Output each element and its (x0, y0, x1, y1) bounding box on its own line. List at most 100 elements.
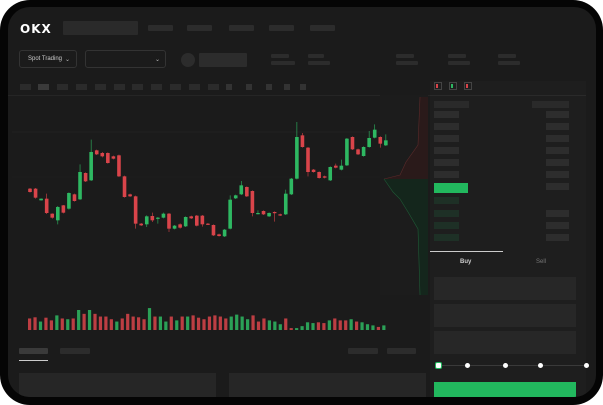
chart-tool-button[interactable] (132, 84, 143, 90)
volume-bar (365, 324, 370, 330)
volume-bar (44, 317, 48, 330)
buy-button[interactable] (434, 382, 576, 397)
stat-label (271, 54, 289, 58)
nav-item[interactable] (187, 25, 212, 31)
stat-value (498, 61, 520, 65)
volume-bar (180, 316, 184, 330)
order-card (229, 373, 426, 397)
chart-tool-button[interactable] (76, 84, 87, 90)
stat-value (448, 61, 470, 65)
chart-tool-button[interactable] (20, 84, 31, 90)
nav-item[interactable] (148, 25, 173, 31)
candle-body (39, 198, 43, 201)
ask-price (434, 123, 459, 130)
candle-body (172, 225, 177, 229)
search-bar[interactable] (63, 21, 138, 35)
chart-tool-button[interactable] (151, 84, 162, 90)
order-book-buy-icon[interactable] (449, 82, 457, 90)
bid-size (546, 222, 569, 229)
filter-button[interactable] (348, 348, 378, 354)
volume-bar (224, 318, 228, 330)
candle (250, 190, 255, 217)
slider-step-dot[interactable] (584, 363, 589, 368)
ask-size (546, 135, 569, 142)
candle (111, 155, 116, 160)
candle-body (167, 213, 171, 229)
candle (211, 224, 216, 236)
total-input[interactable] (434, 331, 576, 354)
slider-step-dot[interactable] (465, 363, 470, 368)
market-select[interactable]: Spot Trading ⌄ (19, 50, 77, 68)
candle-body (239, 185, 244, 195)
price-input[interactable] (434, 277, 576, 300)
volume-bar (267, 320, 271, 330)
chart-tool-button[interactable] (95, 84, 106, 90)
chart-tool-button[interactable] (208, 84, 219, 90)
nav-item[interactable] (229, 25, 254, 31)
tab-open-orders[interactable] (19, 348, 48, 354)
candle (83, 172, 88, 182)
candle-body (372, 129, 377, 138)
last-price-badge[interactable] (434, 183, 468, 193)
volume-bar (349, 319, 353, 330)
candle (278, 213, 282, 216)
candle (361, 146, 366, 157)
chart-tool-button[interactable] (38, 84, 49, 90)
candle-body (311, 169, 316, 172)
amount-input[interactable] (434, 304, 576, 327)
candle (44, 193, 49, 214)
chart-tool-button[interactable] (226, 84, 232, 90)
nav-item[interactable] (269, 25, 294, 31)
candle-body (261, 211, 266, 215)
ask-price (434, 111, 459, 118)
volume-bar (333, 318, 337, 330)
leverage-slider-handle[interactable] (435, 362, 442, 369)
chart-tool-button[interactable] (300, 84, 306, 90)
volume-bar (322, 323, 326, 330)
candle (322, 175, 327, 179)
candle-body (328, 167, 333, 181)
chart-tool-button[interactable] (189, 84, 200, 90)
chart-tool-button[interactable] (57, 84, 68, 90)
volume-bar (327, 320, 331, 330)
candle (261, 210, 266, 215)
candle-body (83, 173, 88, 182)
nav-item[interactable] (310, 25, 335, 31)
candle (183, 216, 188, 227)
candle-body (200, 215, 205, 225)
candle (139, 223, 143, 226)
chart-tool-button[interactable] (246, 84, 252, 90)
divider (430, 95, 586, 96)
volume-bar (71, 318, 75, 330)
candle-body (378, 137, 383, 144)
pair-select[interactable]: ⌄ (85, 50, 166, 68)
tab-buy[interactable]: Buy (460, 259, 472, 265)
ask-size (546, 159, 569, 166)
stat-label (308, 54, 324, 58)
volume-bar (77, 310, 81, 330)
tab-sell[interactable]: Sell (536, 259, 547, 265)
order-book-sell-icon[interactable] (464, 82, 472, 90)
candle (189, 215, 194, 219)
volume-bar (109, 319, 113, 330)
chart-tool-button[interactable] (284, 84, 290, 90)
candle-body (50, 213, 55, 218)
slider-step-dot[interactable] (503, 363, 508, 368)
leverage-slider-track[interactable] (438, 365, 588, 366)
slider-step-dot[interactable] (538, 363, 543, 368)
ask-size (546, 171, 569, 178)
order-book-both-icon[interactable] (434, 82, 442, 90)
volume-bar (355, 321, 359, 330)
bid-size (546, 234, 569, 241)
volume-bar (131, 316, 135, 330)
chart-tool-button[interactable] (114, 84, 125, 90)
candle (128, 193, 132, 197)
volume-bar (229, 316, 233, 330)
candlestick-chart[interactable] (8, 95, 430, 335)
chart-tool-button[interactable] (170, 84, 181, 90)
candle (317, 171, 321, 179)
filter-button[interactable] (387, 348, 416, 354)
tab-order-history[interactable] (60, 348, 90, 354)
volume-bar (153, 316, 157, 330)
chart-tool-button[interactable] (266, 84, 272, 90)
